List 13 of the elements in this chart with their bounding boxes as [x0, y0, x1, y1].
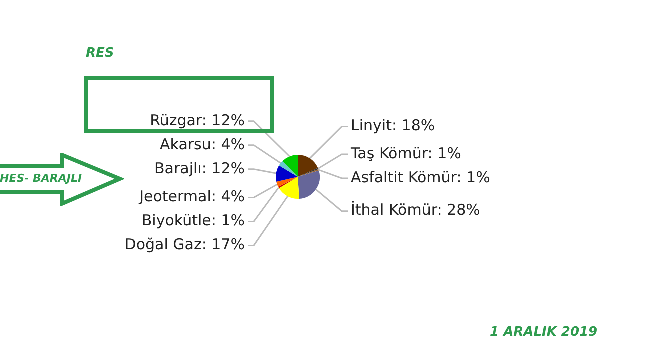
slice-label: Barajlı: 12%	[154, 159, 245, 178]
slice-label: Biyokütle: 1%	[142, 212, 245, 230]
text: HES- BARAJLI	[0, 172, 82, 185]
text: RES	[86, 46, 114, 61]
slice-label: Doğal Gaz: 17%	[124, 236, 245, 254]
slice-label: Rüzgar: 12%	[150, 111, 245, 130]
slice-label: İthal Kömür: 28%	[351, 201, 480, 220]
slice-label: Jeotermal: 4%	[138, 188, 245, 206]
slice-label: Asfaltit Kömür: 1%	[351, 168, 490, 186]
text: 1 ARALIK 2019	[490, 325, 598, 340]
slice-label: Linyit: 18%	[351, 116, 436, 135]
slice-label: Taş Kömür: 1%	[350, 144, 462, 162]
slice-label: Akarsu: 4%	[160, 135, 245, 154]
